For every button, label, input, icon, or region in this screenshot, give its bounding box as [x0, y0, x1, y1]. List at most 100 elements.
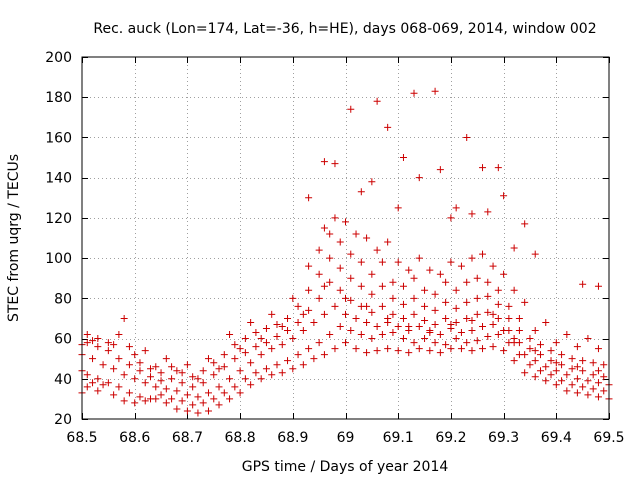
data-point	[389, 310, 397, 318]
y-tick-label: 80	[54, 291, 72, 307]
data-point	[594, 393, 602, 401]
x-tick-label: 68.5	[66, 430, 97, 446]
data-point	[415, 174, 423, 182]
data-point	[521, 220, 529, 228]
data-point	[152, 383, 160, 391]
data-point	[442, 341, 450, 349]
data-point	[320, 158, 328, 166]
data-point	[178, 397, 186, 405]
y-tick-label: 60	[54, 332, 72, 348]
data-point	[468, 347, 476, 355]
data-point	[357, 258, 365, 266]
data-point	[389, 294, 397, 302]
data-point	[457, 262, 465, 270]
data-point	[489, 343, 497, 351]
data-point	[220, 363, 228, 371]
data-point	[289, 335, 297, 343]
x-tick-label: 68.7	[172, 430, 203, 446]
data-point	[463, 133, 471, 141]
data-point	[363, 234, 371, 242]
data-point	[331, 160, 339, 168]
data-point	[278, 322, 286, 330]
data-point	[526, 361, 534, 369]
data-point	[157, 391, 165, 399]
data-point	[173, 405, 181, 413]
data-point	[347, 274, 355, 282]
data-point	[199, 367, 207, 375]
data-point	[473, 310, 481, 318]
data-point	[231, 355, 239, 363]
data-point	[558, 351, 566, 359]
data-point	[220, 351, 228, 359]
y-tick-label: 40	[54, 372, 72, 388]
data-point	[226, 395, 234, 403]
data-point	[547, 371, 555, 379]
data-point	[110, 365, 118, 373]
data-point	[410, 274, 418, 282]
data-point	[542, 377, 550, 385]
x-tick-label: 69.4	[541, 430, 572, 446]
data-point	[515, 327, 523, 335]
data-point	[426, 327, 434, 335]
data-point	[563, 331, 571, 339]
data-point	[531, 327, 539, 335]
data-point	[183, 391, 191, 399]
data-point	[415, 254, 423, 262]
data-point	[262, 325, 270, 332]
data-point	[579, 357, 587, 365]
y-tick-label: 100	[45, 251, 72, 267]
data-point	[320, 224, 328, 232]
data-point	[415, 345, 423, 353]
data-point	[368, 270, 376, 278]
plot-frame	[81, 56, 610, 420]
data-point	[352, 345, 360, 353]
x-axis-tick-labels: 68.5 68.6 68.7 68.8 68.9 69 69.1 69.2 69.3 69.4 69…	[66, 430, 624, 446]
data-point	[431, 339, 439, 347]
data-point	[584, 377, 592, 385]
data-point	[536, 367, 544, 375]
data-point	[552, 367, 560, 375]
data-point	[210, 371, 218, 379]
data-point	[600, 373, 608, 381]
x-tick-label: 68.9	[277, 430, 308, 446]
data-point	[299, 327, 307, 335]
data-point	[399, 154, 407, 162]
data-point	[247, 359, 255, 367]
y-axis-tick-labels: 20 40 60 80 100 120 140 160 180 200	[45, 50, 72, 428]
data-point	[494, 300, 502, 308]
data-point	[384, 345, 392, 353]
data-point	[141, 379, 149, 387]
data-point	[215, 365, 223, 373]
data-point	[320, 310, 328, 318]
data-point	[531, 250, 539, 258]
data-point	[141, 397, 149, 405]
data-point	[241, 335, 249, 343]
data-point	[431, 320, 439, 328]
data-point	[573, 343, 581, 351]
data-point	[326, 230, 334, 238]
data-point	[542, 318, 550, 326]
data-point	[168, 395, 176, 403]
data-point	[247, 318, 255, 326]
data-point	[426, 347, 434, 355]
data-point	[252, 329, 260, 337]
data-point	[384, 123, 392, 131]
data-point	[284, 327, 292, 335]
data-point	[563, 387, 571, 395]
data-point	[547, 347, 555, 355]
data-point	[305, 262, 313, 270]
data-point	[573, 389, 581, 397]
data-point	[315, 339, 323, 347]
data-point	[120, 371, 128, 379]
data-point	[236, 389, 244, 397]
data-point	[215, 401, 223, 409]
data-point	[479, 345, 487, 353]
data-point	[104, 347, 112, 355]
data-point	[89, 379, 97, 387]
data-point	[120, 397, 128, 405]
data-point	[120, 314, 128, 322]
data-point	[494, 164, 502, 172]
x-tick-label: 68.8	[225, 430, 256, 446]
y-tick-label: 200	[45, 50, 72, 66]
